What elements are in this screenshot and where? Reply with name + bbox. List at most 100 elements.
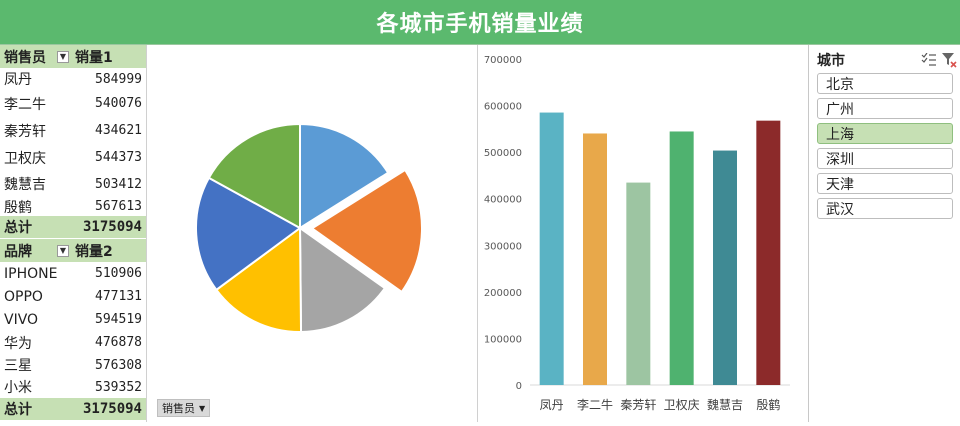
pivot-row-value: 434621	[95, 123, 142, 138]
pie-slice[interactable]	[207, 122, 301, 230]
slicer-item[interactable]: 武汉	[817, 198, 953, 219]
total-value: 3175094	[82, 219, 142, 235]
pivot-row[interactable]: 李二牛 540076	[0, 90, 146, 117]
y-tick-label: 500000	[484, 148, 522, 159]
bar-chart-panel[interactable]: 0 100000 200000 300000 400000 500000 600000 700…	[478, 45, 806, 422]
pie-slice[interactable]	[310, 168, 423, 294]
pivot-total-row: 总计 3175094	[0, 216, 146, 238]
y-tick-label: 300000	[484, 241, 522, 252]
multi-select-icon[interactable]	[919, 51, 939, 69]
pivot-row-label: OPPO	[4, 288, 43, 305]
pie-field-button[interactable]: 销售员 ▼	[157, 399, 211, 417]
pivot-row-label: VIVO	[4, 311, 39, 328]
pie-slice[interactable]	[298, 226, 387, 334]
slicer-item[interactable]: 深圳	[817, 148, 953, 169]
pivot-row-value: 510906	[95, 266, 142, 281]
pivot-row-value: 544373	[95, 150, 142, 165]
pie-slice[interactable]	[299, 122, 390, 230]
dashboard-title: 各城市手机销量业绩	[0, 0, 960, 44]
total-label: 总计	[4, 402, 32, 418]
pie-chart-panel[interactable]	[147, 45, 477, 422]
bar[interactable]	[626, 182, 651, 385]
pivot-row[interactable]: VIVO 594519	[0, 308, 146, 331]
pivot-row[interactable]: 小米 539352	[0, 376, 146, 398]
pivot-row[interactable]: 三星 576308	[0, 354, 146, 376]
pivot-row-label: 殷鹤	[4, 199, 32, 216]
y-tick-label: 0	[516, 381, 522, 392]
pie-slice[interactable]	[214, 226, 303, 333]
pivot-col-salesperson: 销售员	[4, 49, 46, 66]
field-button-label: 销售员	[162, 402, 195, 415]
pivot-row-value: 539352	[95, 379, 142, 395]
bar[interactable]	[539, 112, 564, 385]
pivot-row[interactable]: 华为 476878	[0, 331, 146, 354]
pivot-row[interactable]: 殷鹤 567613	[0, 197, 146, 216]
y-tick-label: 700000	[484, 55, 522, 66]
pivot-row-label: IPHONE	[4, 265, 58, 282]
slicer-item[interactable]: 北京	[817, 73, 953, 94]
chevron-down-icon: ▼	[199, 403, 206, 413]
x-tick-label: 秦芳轩	[620, 398, 656, 412]
pivot-header: 品牌 ▼ 销量2	[0, 239, 146, 262]
city-slicer: 城市 北京广州上海深圳天津武汉	[808, 45, 960, 422]
pivot-row-value: 594519	[95, 312, 142, 327]
x-tick-label: 殷鹤	[756, 397, 780, 412]
pivot-row[interactable]: 凤丹 584999	[0, 68, 146, 90]
pivot-row[interactable]: 秦芳轩 434621	[0, 117, 146, 144]
pivot-header: 销售员 ▼ 销量1	[0, 45, 146, 68]
filter-dropdown-icon[interactable]: ▼	[57, 50, 69, 63]
y-tick-label: 400000	[484, 195, 522, 206]
pivot-row-value: 503412	[95, 176, 142, 192]
y-tick-label: 200000	[484, 288, 522, 299]
bar[interactable]	[669, 131, 694, 385]
y-tick-label: 600000	[484, 102, 522, 113]
pivot-row-value: 567613	[95, 199, 142, 214]
pivot-table-salesperson: 销售员 ▼ 销量1 凤丹 584999 李二牛 540076 秦芳轩 434621 卫权庆 5…	[0, 45, 146, 238]
pivot-row-label: 小米	[4, 380, 32, 396]
pivot-table-brand: 品牌 ▼ 销量2 IPHONE 510906 OPPO 477131 VIVO 59451…	[0, 239, 146, 420]
panel-divider	[146, 45, 147, 422]
pivot-row-label: 华为	[4, 335, 32, 352]
pivot-row[interactable]: 魏慧吉 503412	[0, 171, 146, 197]
title-divider	[0, 44, 960, 45]
pie-chart[interactable]	[147, 45, 477, 422]
pie-slice[interactable]	[195, 176, 302, 292]
pivot-row-value: 477131	[95, 289, 142, 304]
x-tick-label: 魏慧吉	[707, 397, 743, 412]
panel-divider	[477, 45, 478, 422]
x-tick-label: 李二牛	[577, 397, 613, 412]
x-tick-label: 卫权庆	[664, 398, 700, 412]
total-label: 总计	[4, 220, 32, 236]
pivot-row-value: 584999	[95, 71, 142, 87]
x-tick-label: 凤丹	[540, 398, 564, 412]
bar-chart[interactable]: 0 100000 200000 300000 400000 500000 600000 700…	[478, 45, 806, 422]
pivot-col-sales1: 销量1	[75, 49, 113, 66]
bar[interactable]	[713, 150, 737, 385]
pivot-row-label: 三星	[4, 358, 32, 374]
clear-filter-icon[interactable]	[939, 51, 959, 69]
slicer-header: 城市	[817, 49, 959, 71]
pivot-row-value: 576308	[95, 357, 142, 373]
bar[interactable]	[756, 120, 781, 386]
pivot-row-value: 540076	[95, 96, 142, 111]
bar[interactable]	[583, 133, 607, 385]
pivot-col-brand: 品牌	[4, 243, 32, 260]
pivot-total-row: 总计 3175094	[0, 398, 146, 420]
pivot-row-label: 李二牛	[4, 96, 46, 113]
pivot-row[interactable]: 卫权庆 544373	[0, 144, 146, 171]
pivot-row-label: 魏慧吉	[4, 177, 46, 193]
pivot-row-label: 秦芳轩	[4, 123, 46, 140]
filter-dropdown-icon[interactable]: ▼	[57, 244, 69, 257]
pivot-row[interactable]: IPHONE 510906	[0, 262, 146, 285]
pivot-row-label: 卫权庆	[4, 150, 46, 167]
pivot-row-value: 476878	[95, 335, 142, 350]
pivot-row-label: 凤丹	[4, 72, 32, 88]
slicer-item[interactable]: 广州	[817, 98, 953, 119]
slicer-item[interactable]: 上海	[817, 123, 953, 144]
slicer-item[interactable]: 天津	[817, 173, 953, 194]
y-tick-label: 100000	[484, 334, 522, 345]
slicer-title: 城市	[817, 53, 845, 69]
pivot-col-sales2: 销量2	[75, 243, 113, 260]
pivot-row[interactable]: OPPO 477131	[0, 285, 146, 308]
total-value: 3175094	[82, 401, 142, 417]
